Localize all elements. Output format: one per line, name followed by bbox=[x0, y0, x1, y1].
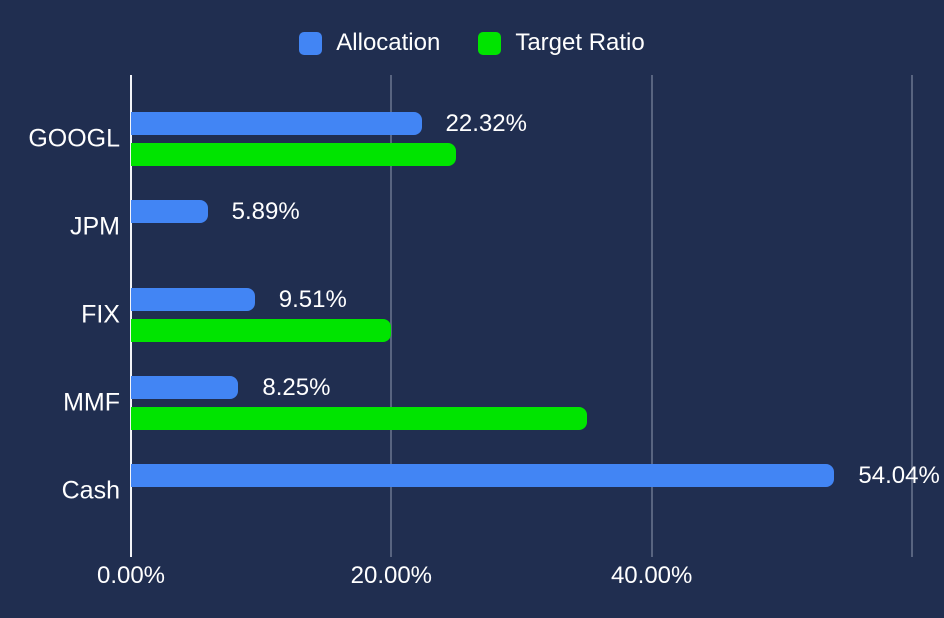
value-label-jpm: 5.89% bbox=[231, 197, 300, 225]
allocation-bar-fix[interactable] bbox=[131, 288, 255, 311]
target-ratio-bar-fix[interactable] bbox=[131, 319, 392, 342]
chart-legend: Allocation Target Ratio bbox=[0, 29, 944, 57]
allocation-swatch-icon bbox=[299, 31, 323, 55]
legend-label-target-ratio: Target Ratio bbox=[515, 29, 645, 56]
x-tick-label: 0.00% bbox=[96, 562, 166, 589]
legend-item-target-ratio[interactable]: Target Ratio bbox=[478, 29, 645, 57]
category-label-googl: GOOGL bbox=[28, 124, 120, 153]
allocation-bar-googl[interactable] bbox=[131, 112, 422, 135]
allocation-bar-mmf[interactable] bbox=[131, 376, 239, 399]
category-label-mmf: MMF bbox=[63, 388, 120, 417]
allocation-bar-cash[interactable] bbox=[131, 464, 835, 487]
y-axis-line bbox=[130, 75, 132, 557]
allocation-bar-jpm[interactable] bbox=[131, 200, 208, 223]
target-ratio-bar-googl[interactable] bbox=[131, 143, 457, 166]
x-tick-label: 40.00% bbox=[610, 562, 693, 589]
gridline-20 bbox=[390, 75, 393, 557]
value-label-mmf: 8.25% bbox=[262, 373, 331, 401]
legend-label-allocation: Allocation bbox=[336, 29, 441, 56]
x-tick-label: 20.00% bbox=[350, 562, 433, 589]
legend-item-allocation[interactable]: Allocation bbox=[299, 29, 440, 57]
gridline-60 bbox=[911, 75, 913, 557]
target-ratio-bar-mmf[interactable] bbox=[131, 407, 587, 430]
category-label-jpm: JPM bbox=[70, 212, 120, 241]
category-label-fix: FIX bbox=[81, 300, 120, 329]
plot-area: 0.00% 20.00% 40.00% GOOGL 22.32% JPM 5.89% FIX 9… bbox=[28, 75, 940, 589]
value-label-cash: 54.04% bbox=[858, 461, 940, 489]
category-label-cash: Cash bbox=[61, 476, 120, 505]
value-label-fix: 9.51% bbox=[278, 285, 347, 313]
value-label-googl: 22.32% bbox=[445, 109, 527, 137]
target-ratio-swatch-icon bbox=[478, 31, 502, 55]
gridline-40 bbox=[650, 75, 653, 557]
